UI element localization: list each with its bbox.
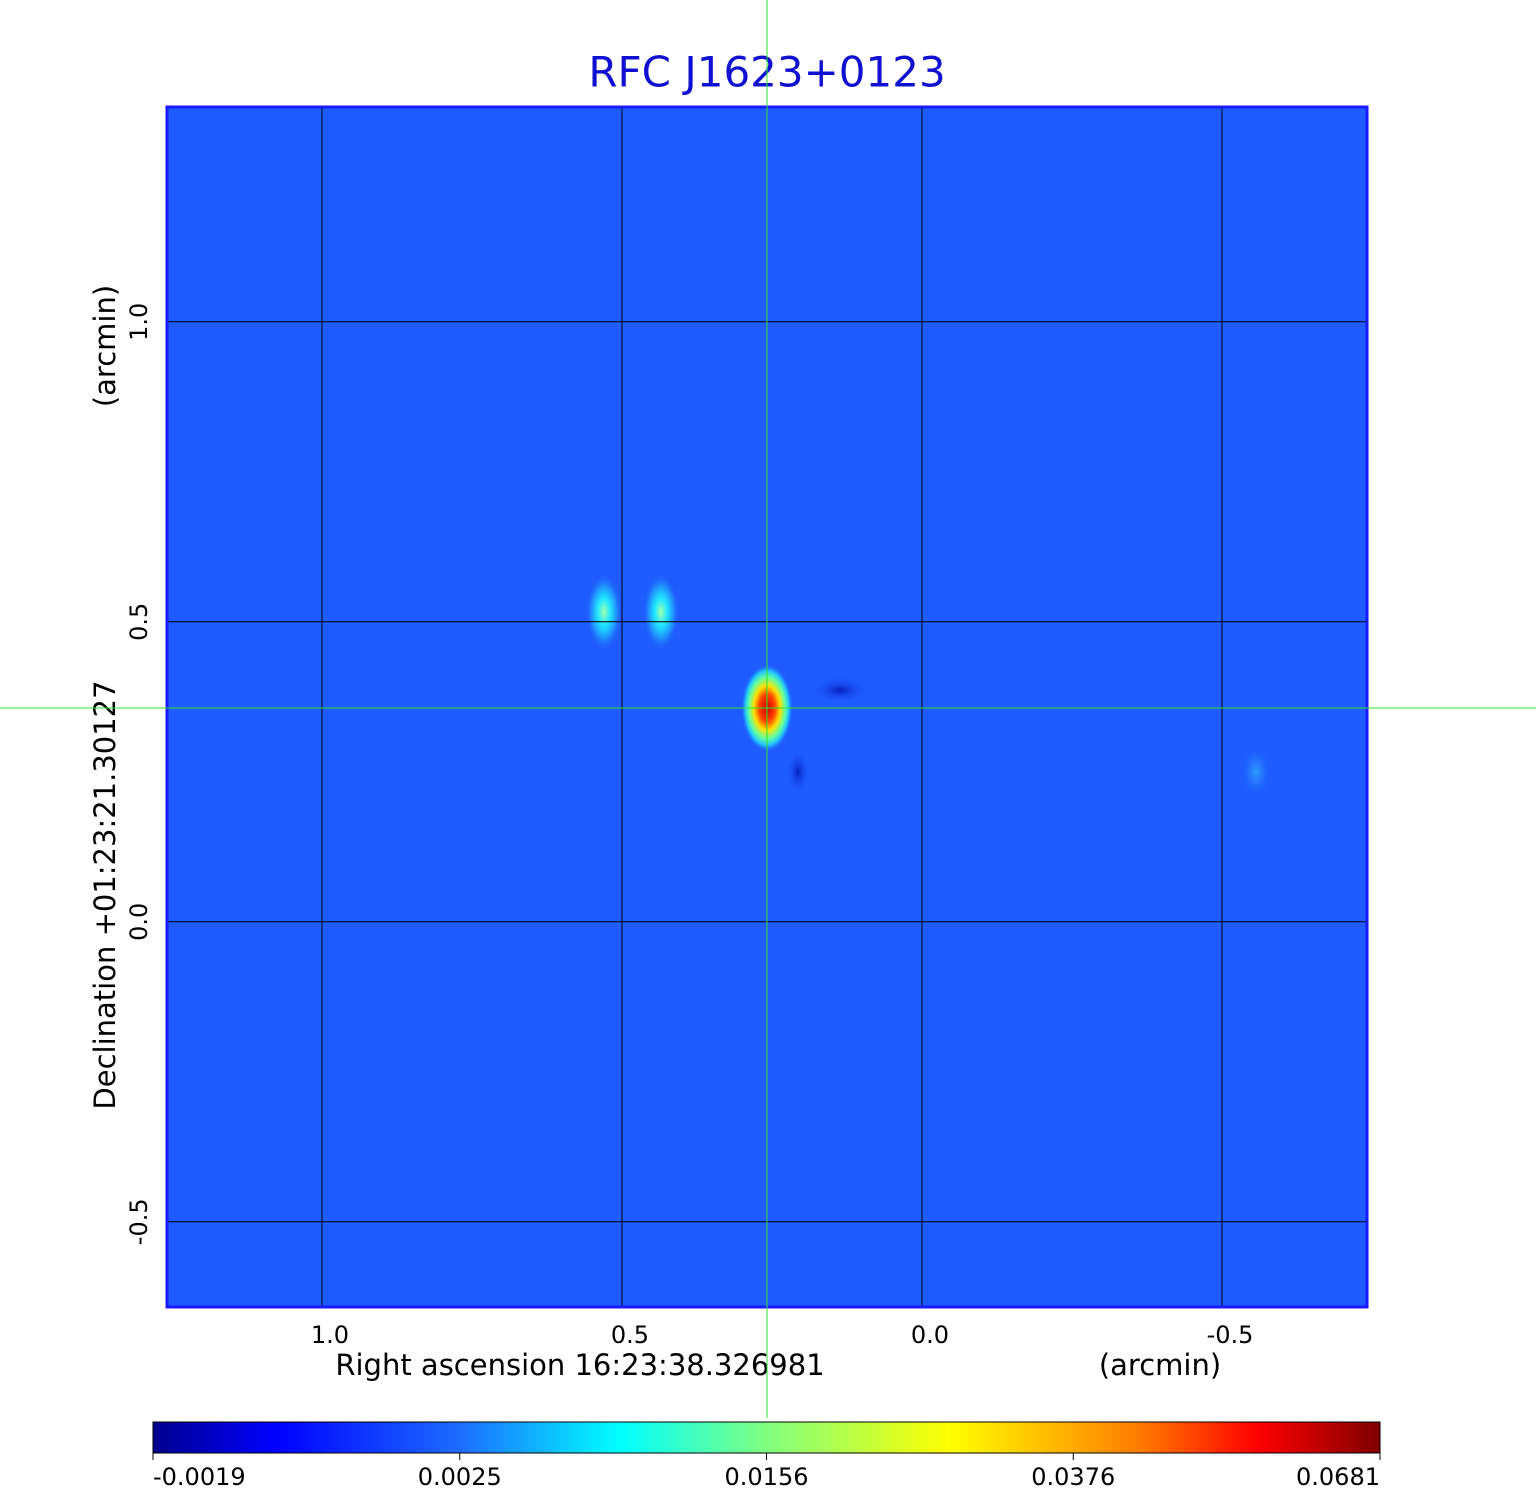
y-tick-label: 0.0	[125, 903, 153, 941]
y-axis-unit: (arcmin)	[88, 285, 122, 407]
y-tick-label: 0.5	[125, 603, 153, 641]
source-component	[586, 574, 622, 650]
x-axis-unit: (arcmin)	[1099, 1348, 1221, 1382]
colorbar-tick-label: 0.0156	[725, 1463, 809, 1491]
colorbar	[152, 1421, 1381, 1454]
source-component	[643, 574, 679, 650]
colorbar-tick-label: -0.0019	[153, 1463, 246, 1491]
x-tick-label: -0.5	[1207, 1321, 1254, 1349]
colorbar-tick-label: 0.0681	[1296, 1463, 1380, 1491]
y-tick-label: 1.0	[125, 303, 153, 341]
y-tick-label: -0.5	[125, 1198, 153, 1245]
x-tick-label: 0.5	[611, 1321, 649, 1349]
y-axis-label: Declination +01:23:21.30127	[88, 680, 122, 1109]
sidelobe	[810, 676, 870, 704]
x-tick-label: 1.0	[311, 1321, 349, 1349]
colorbar-tick-label: 0.0025	[418, 1463, 502, 1491]
x-tick-label: 0.0	[911, 1321, 949, 1349]
colorbar-tick-label: 0.0376	[1031, 1463, 1115, 1491]
source-faint	[1240, 746, 1272, 798]
sidelobe	[786, 748, 810, 796]
x-axis-label: Right ascension 16:23:38.326981	[335, 1348, 824, 1382]
